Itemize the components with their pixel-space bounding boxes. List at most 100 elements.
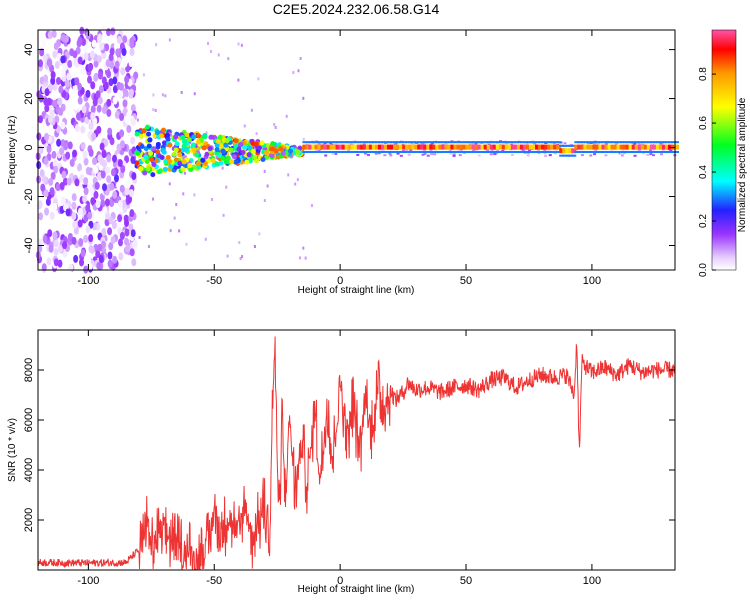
spectrogram-cell: [661, 141, 667, 144]
spectrogram-cell: [314, 141, 320, 144]
spectrogram-cell: [334, 152, 338, 155]
spectrogram-cell: [147, 137, 153, 143]
spectrogram-cell: [501, 144, 507, 150]
spectrogram-cell: [83, 52, 89, 61]
spectrogram-cell: [56, 138, 62, 147]
spectrogram-cell: [528, 150, 534, 153]
spectrogram-cell: [129, 40, 135, 49]
spectrogram-cell: [246, 152, 252, 158]
spectrogram-cell: [148, 150, 154, 156]
spectrogram-ytick-label: -20: [23, 189, 35, 205]
spectrogram-cell: [270, 146, 276, 152]
spectrogram-cell: [42, 54, 48, 63]
spectrogram-cell: [565, 148, 571, 154]
spectrogram-cell: [501, 141, 507, 144]
spectrogram-cell: [589, 141, 595, 144]
spectrogram-cell: [119, 184, 125, 193]
spectrogram-cell: [183, 147, 189, 153]
spectrogram-cell: [423, 152, 427, 155]
spectrogram-cell: [210, 158, 216, 164]
spectrogram-cell: [592, 141, 598, 144]
spectrogram-cell: [323, 150, 329, 153]
spectrogram-cell: [65, 208, 71, 217]
spectrogram-cell: [353, 144, 359, 150]
spectrogram-cell: [362, 143, 366, 146]
spectrogram-cell: [90, 112, 96, 121]
spectrogram-cell: [205, 131, 208, 135]
spectrogram-cell: [42, 235, 48, 244]
spectrogram-cell: [399, 144, 405, 150]
spectrogram-cell: [447, 141, 453, 144]
spectrogram-cell: [225, 185, 228, 189]
spectrogram-cell: [266, 184, 269, 188]
spectrogram-cell: [72, 84, 78, 93]
spectrogram-cell: [426, 141, 432, 144]
spectrogram-cell: [143, 154, 149, 160]
spectrogram-cell: [589, 150, 595, 153]
spectrogram-cell: [314, 144, 320, 150]
spectrogram-cell: [574, 141, 580, 144]
spectrogram-cell: [607, 150, 613, 153]
spectrogram-cell: [410, 142, 414, 145]
spectrogram-cell: [474, 142, 478, 145]
spectrogram-cell: [121, 47, 127, 56]
spectrogram-cell: [186, 137, 192, 143]
spectrogram-cell: [273, 122, 276, 126]
spectrogram-cell: [182, 138, 188, 144]
spectrogram-cell: [71, 201, 77, 210]
spectrogram-cell: [299, 56, 302, 60]
spectrogram-cell: [136, 118, 139, 122]
spectrogram-cell: [77, 163, 83, 172]
spectrogram-cell: [141, 128, 147, 134]
spectrogram-cell: [441, 144, 447, 150]
spectrogram-cell: [589, 154, 593, 157]
spectrogram-cell: [432, 141, 438, 144]
spectrogram-cell: [237, 42, 240, 46]
spectrogram-cell: [661, 144, 667, 150]
spectrogram-cell: [194, 152, 200, 158]
spectrogram-cell: [580, 144, 586, 150]
spectrogram-cell: [129, 209, 135, 218]
spectrogram-cell: [308, 150, 314, 153]
spectrogram-cell: [441, 150, 447, 153]
spectrogram-cell: [130, 104, 136, 113]
spectrogram-cell: [673, 150, 679, 153]
spectrogram-cell: [88, 234, 94, 243]
spectrogram-cell: [637, 150, 643, 153]
spectrogram-cell: [41, 174, 47, 183]
spectrogram-cell: [193, 193, 196, 197]
spectrogram-cell: [429, 141, 435, 144]
spectrogram-cell: [402, 150, 408, 153]
spectrogram-cell: [80, 66, 86, 75]
spectrogram-cell: [99, 42, 105, 51]
spectrogram-cell: [649, 144, 655, 150]
spectrogram-cell: [64, 79, 70, 88]
spectrogram-cell: [592, 144, 598, 150]
spectrogram-cell: [553, 150, 559, 153]
spectrogram-cell: [652, 154, 656, 157]
spectrogram-cell: [396, 144, 402, 150]
spectrogram-cell: [225, 155, 231, 161]
spectrogram-cell: [101, 227, 107, 236]
spectrogram-cell: [414, 150, 420, 153]
spectrogram-cell: [38, 212, 44, 221]
spectrogram-cell: [528, 149, 532, 152]
spectrogram-cell: [538, 141, 544, 144]
spectrogram-cell: [528, 141, 534, 144]
spectrogram-cell: [456, 144, 462, 150]
spectrogram-cell: [83, 46, 89, 55]
spectrogram-cell: [658, 144, 664, 150]
spectrogram-cell: [125, 180, 131, 189]
spectrogram-cell: [468, 144, 474, 150]
spectrogram-cell: [167, 158, 173, 164]
spectrogram-cell: [47, 229, 53, 238]
spectrogram-cell: [492, 141, 498, 144]
spectrogram-cell: [368, 144, 374, 150]
spectrogram-cell: [628, 141, 634, 144]
spectrogram-cell: [308, 144, 314, 150]
spectrogram-cell: [423, 150, 429, 153]
spectrogram-cell: [393, 141, 399, 144]
spectrogram-cell: [399, 141, 405, 144]
spectrogram-cell: [554, 152, 558, 155]
spectrogram-cell: [489, 144, 495, 150]
